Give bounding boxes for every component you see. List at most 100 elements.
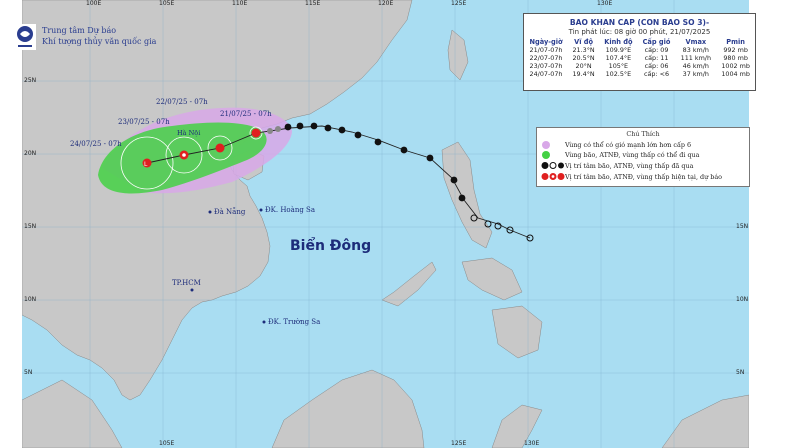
cell: 21/07-07h (529, 46, 563, 54)
cell: cấp: 11 (644, 54, 669, 62)
past-position-marker (267, 128, 273, 134)
hcm-label: TP.HCM (172, 279, 201, 287)
past-position-marker (324, 124, 332, 132)
cell: cấp: 06 (644, 62, 669, 70)
cell: 111 km/h (680, 54, 711, 62)
table-row: 24/07-07h 19.4°N 102.5°E cấp: <6 37 km/h… (524, 70, 755, 78)
lon-label-top: 100E (86, 0, 102, 7)
past-position-marker (484, 220, 492, 228)
lat-label-left: 15N (24, 223, 37, 230)
table-row: 22/07-07h 20.5°N 107.4°E cấp: 11 111 km/… (524, 54, 755, 62)
cell: 102.5°E (605, 70, 632, 78)
sea-label: Biển Đông (290, 238, 372, 254)
cell: 19.4°N (572, 70, 595, 78)
cell: 109.9°E (605, 46, 632, 54)
bulletin-box: BAO KHAN CAP (CON BAO SO 3)- Tin phát lú… (523, 13, 756, 91)
forecast-circle-4 (120, 136, 174, 190)
agency-line-2: Khí tượng thủy văn quốc gia (42, 37, 157, 46)
hoangsa-label: ĐK. Hoàng Sa (265, 206, 316, 214)
cell: 83 km/h (682, 46, 709, 54)
past-positions (267, 122, 534, 242)
mindanao-island (491, 305, 543, 359)
cell: 20°N (575, 62, 592, 70)
cone-zone-swatch-icon (542, 151, 550, 159)
lon-label-top: 115E (305, 0, 321, 7)
lat-label-left: 20N (24, 150, 37, 157)
forecast-label-21: 21/07/25 - 07h (220, 110, 272, 118)
past-position-marker (296, 122, 304, 130)
past-position-icon (541, 162, 564, 169)
hanoi-label: Hà Nội (177, 129, 201, 137)
new-guinea-island (661, 394, 749, 448)
lon-label-bottom: 125E (451, 440, 467, 447)
bulletin-table: Ngày-giờ Vĩ độ Kinh độ Cấp gió Vmax Pmin… (524, 38, 755, 78)
lon-label-top: 125E (451, 0, 467, 7)
legend-text: Vùng bão, ATNĐ, vùng thấp có thể đi qua (565, 151, 700, 159)
cell: cấp: <6 (643, 70, 670, 78)
forecast-label-22: 22/07/25 - 07h (156, 98, 208, 106)
wind-zone-swatch-icon (542, 141, 550, 149)
lon-label-top: 110E (232, 0, 248, 7)
legend-box: Chú Thích Vùng có thể có gió mạnh lớn hơ… (536, 127, 750, 187)
cell: 37 km/h (682, 70, 709, 78)
lon-label-top: 105E (159, 0, 175, 7)
luzon-island (441, 141, 493, 249)
malay-peninsula (22, 379, 123, 448)
cell: 20.5°N (572, 54, 595, 62)
danang-dot (208, 210, 212, 214)
forecast-circle-2 (207, 135, 233, 161)
taiwan-island (447, 29, 469, 81)
mainland-asia (22, 0, 413, 401)
cell: 105°E (608, 62, 629, 70)
legend-item-cone: Vùng bão, ATNĐ, vùng thấp có thể đi qua (541, 150, 699, 160)
legend-text: Vị trí tâm bão, ATNĐ, vùng thấp hiện tại… (565, 172, 723, 181)
agency-line-1: Trung tâm Dự báo (42, 26, 117, 35)
col-header: Cấp gió (642, 38, 671, 46)
cell: 22/07-07h (529, 54, 563, 62)
legend-title: Chú Thích (626, 130, 660, 138)
past-position-marker (310, 122, 318, 130)
table-row: 23/07-07h 20°N 105°E cấp: 06 46 km/h 100… (524, 62, 755, 70)
past-position-marker (275, 126, 281, 132)
bulletin-title: BAO KHAN CAP (CON BAO SO 3)- (569, 18, 710, 27)
cell: 23/07-07h (529, 62, 563, 70)
past-position-marker (374, 138, 382, 146)
past-position-marker (284, 123, 292, 131)
cell: 1002 mb (721, 62, 750, 70)
past-position-marker (426, 154, 434, 162)
danang-label: Đà Nẵng (214, 208, 246, 216)
cell: 107.4°E (605, 54, 632, 62)
legend-text: Vị trí tâm bão, ATNĐ, vùng thấp đã qua (565, 161, 694, 170)
past-position-marker (458, 194, 466, 202)
past-position-marker (494, 222, 502, 230)
legend-item-wind: Vùng có thể có gió mạnh lớn hơn cấp 6 (541, 140, 691, 150)
col-header: Vmax (685, 38, 707, 46)
forecast-circle-3 (165, 136, 203, 174)
forecast-positions: L (142, 128, 261, 168)
cell: 46 km/h (682, 62, 709, 70)
past-position-marker (354, 131, 362, 139)
legend-item-past: Vị trí tâm bão, ATNĐ, vùng thấp đã qua (541, 161, 693, 170)
col-header: Kinh độ (604, 38, 633, 46)
legend-text: Vùng có thể có gió mạnh lớn hơn cấp 6 (565, 141, 692, 149)
hcm-dot (190, 288, 194, 292)
lat-label-left: 10N (24, 296, 37, 303)
map-canvas: L (22, 0, 749, 448)
table-row: 21/07-07h 21.3°N 109.9°E cấp: 09 83 km/h… (524, 46, 755, 54)
cell: 24/07-07h (529, 70, 563, 78)
lat-label-right: 10N (736, 296, 749, 303)
past-position-marker (526, 234, 534, 242)
bulletin-issued: Tin phát lúc: 08 giờ 00 phút, 21/07/2025 (568, 28, 711, 36)
forecast-position-icon (541, 173, 565, 180)
sulawesi-island (491, 404, 543, 448)
svg-text:L: L (144, 161, 148, 168)
forecast-position-marker (215, 143, 225, 153)
forecast-label-24: 24/07/25 - 07h (70, 140, 122, 148)
cell: 21.3°N (572, 46, 595, 54)
cell: cấp: 09 (644, 46, 669, 54)
lon-label-top: 120E (378, 0, 394, 7)
borneo-island (271, 369, 425, 448)
past-position-marker (338, 126, 346, 134)
agency-logo (14, 24, 36, 50)
cell: 992 mb (723, 46, 748, 54)
